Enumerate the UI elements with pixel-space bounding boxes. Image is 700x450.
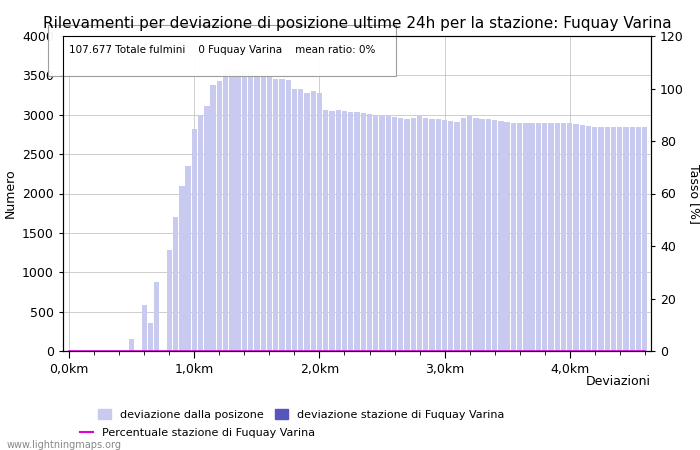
Text: Deviazioni: Deviazioni — [586, 374, 651, 387]
Bar — [542, 122, 547, 351]
Bar — [167, 250, 172, 351]
Bar — [254, 75, 260, 351]
Y-axis label: Tasso [%]: Tasso [%] — [687, 163, 700, 224]
Bar — [548, 122, 554, 351]
Bar — [204, 106, 209, 351]
Bar — [405, 119, 409, 351]
Bar — [379, 116, 385, 351]
Bar — [486, 120, 491, 351]
Bar — [498, 121, 503, 351]
Bar — [636, 127, 641, 351]
Bar — [386, 116, 391, 351]
Bar — [186, 166, 191, 351]
Bar — [317, 93, 322, 351]
Bar — [467, 116, 473, 351]
Bar — [129, 339, 134, 351]
Bar — [623, 127, 629, 351]
Bar — [411, 118, 416, 351]
Bar — [217, 81, 222, 351]
Bar — [523, 122, 528, 351]
Bar — [348, 112, 354, 351]
Bar — [448, 121, 454, 351]
Bar — [223, 71, 228, 351]
Bar — [536, 122, 541, 351]
Bar — [435, 120, 441, 351]
Bar — [505, 122, 510, 351]
Bar — [492, 120, 497, 351]
Bar — [154, 282, 160, 351]
Bar — [298, 89, 303, 351]
Bar — [511, 122, 516, 351]
Bar — [442, 120, 447, 351]
Bar — [586, 126, 591, 351]
Bar — [179, 185, 185, 351]
Bar — [148, 324, 153, 351]
Bar — [567, 122, 573, 351]
Text: www.lightningmaps.org: www.lightningmaps.org — [7, 440, 122, 450]
Bar — [279, 78, 285, 351]
Bar — [461, 118, 466, 351]
Bar — [573, 124, 579, 351]
Y-axis label: Numero: Numero — [4, 169, 17, 218]
Bar — [235, 70, 241, 351]
Bar — [642, 127, 648, 351]
Bar — [417, 116, 422, 351]
Bar — [198, 115, 203, 351]
Bar — [360, 113, 366, 351]
Bar — [611, 127, 616, 351]
Bar — [629, 127, 635, 351]
Bar — [173, 217, 178, 351]
Bar — [398, 118, 403, 351]
Bar — [267, 77, 272, 351]
Bar — [304, 93, 309, 351]
Bar — [329, 111, 335, 351]
Bar — [292, 89, 297, 351]
Bar — [248, 72, 253, 351]
Bar — [580, 125, 585, 351]
Bar — [529, 122, 535, 351]
Bar — [598, 127, 603, 351]
Bar — [617, 127, 622, 351]
Bar — [473, 118, 479, 351]
Bar — [561, 122, 566, 351]
Bar — [286, 80, 291, 351]
Text: 107.677 Totale fulmini    0 Fuquay Varina    mean ratio: 0%: 107.677 Totale fulmini 0 Fuquay Varina m… — [69, 45, 375, 55]
Bar — [241, 72, 247, 351]
Bar — [260, 75, 266, 351]
Legend: Percentuale stazione di Fuquay Varina: Percentuale stazione di Fuquay Varina — [76, 423, 320, 442]
Bar — [311, 91, 316, 351]
Bar — [354, 112, 360, 351]
Bar — [454, 122, 460, 351]
Bar — [273, 78, 279, 351]
Bar — [392, 117, 397, 351]
Bar — [373, 115, 379, 351]
Title: Rilevamenti per deviazione di posizione ultime 24h per la stazione: Fuquay Varin: Rilevamenti per deviazione di posizione … — [43, 16, 671, 31]
Bar — [323, 110, 328, 351]
Bar — [192, 129, 197, 351]
Bar — [141, 306, 147, 351]
Bar — [211, 85, 216, 351]
Bar — [554, 122, 560, 351]
Bar — [229, 69, 234, 351]
Bar — [605, 127, 610, 351]
Bar — [367, 114, 372, 351]
Legend: deviazione dalla posizone, deviazione stazione di Fuquay Varina: deviazione dalla posizone, deviazione st… — [93, 405, 509, 424]
Bar — [592, 126, 597, 351]
Bar — [517, 122, 522, 351]
Bar — [423, 118, 428, 351]
Bar — [480, 119, 485, 351]
Bar — [342, 111, 347, 351]
Bar — [429, 119, 435, 351]
Bar — [335, 110, 341, 351]
